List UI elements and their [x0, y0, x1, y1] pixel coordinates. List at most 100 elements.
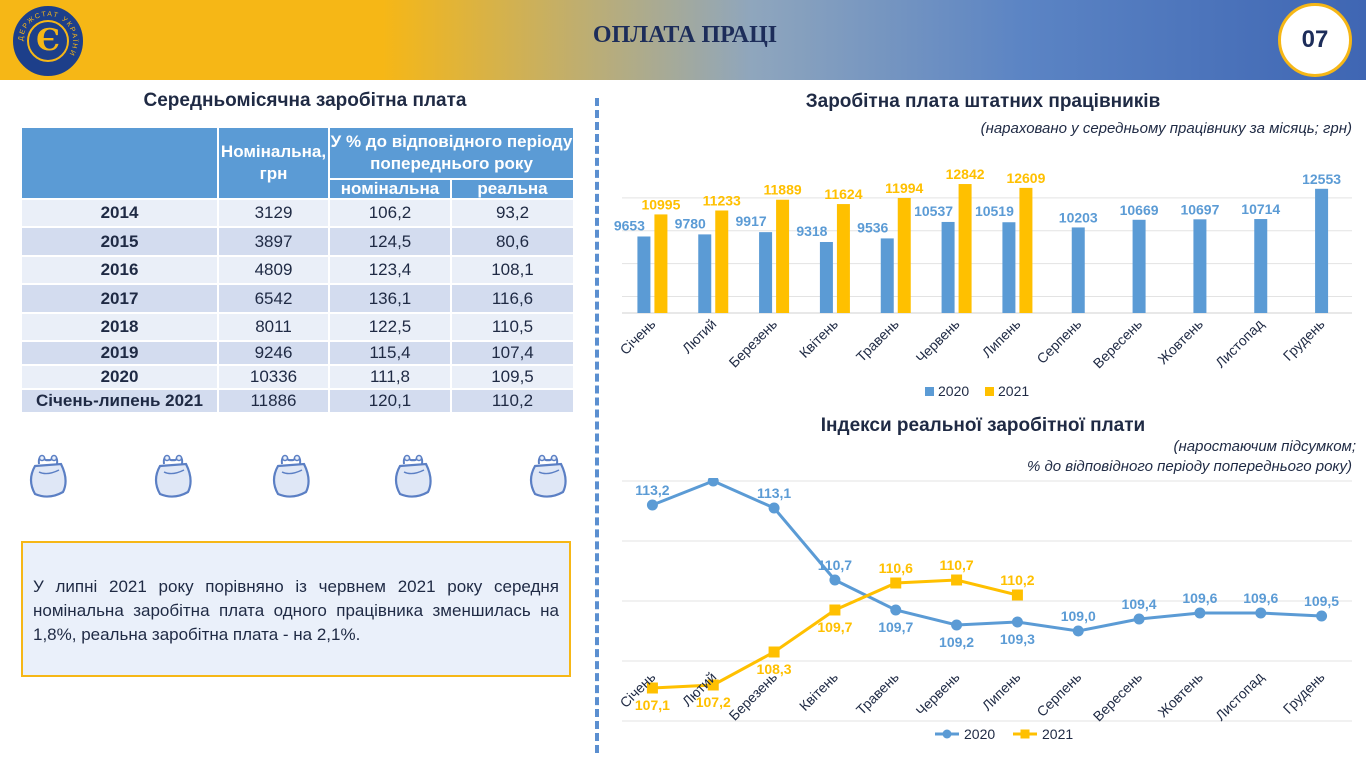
table-row: 2017 6542 136,1 116,6 [20, 283, 575, 314]
cell-pct-real: 107,4 [450, 340, 575, 366]
line-data-label: 107,2 [696, 694, 731, 710]
bar-chart-title: Заробітна плата штатних працівників [805, 91, 1161, 112]
cell-nominal: 11886 [217, 388, 330, 414]
bar-category-label: Лютий [679, 316, 720, 357]
bar-category-label: Травень [853, 316, 902, 365]
bar-2020 [1002, 222, 1016, 313]
cell-pct-nominal: 136,1 [328, 283, 452, 314]
bar-data-label: 12842 [946, 166, 985, 182]
cell-pct-real: 80,6 [450, 226, 575, 257]
line-point-2021 [707, 679, 719, 691]
bar-data-label: 10203 [1059, 209, 1098, 225]
cell-period: Січень-липень 2021 [20, 388, 219, 414]
cell-pct-nominal: 122,5 [328, 312, 452, 342]
cell-nominal: 9246 [217, 340, 330, 366]
line-data-label: 110,7 [818, 557, 852, 573]
page-title: ОПЛАТА ПРАЦІ [592, 22, 778, 48]
bar-2020 [941, 221, 955, 313]
cell-pct-real: 108,1 [450, 255, 575, 285]
line-data-label: 109,6 [1182, 590, 1217, 606]
bar-2020 [1193, 219, 1207, 313]
table-header-period [20, 126, 219, 200]
cell-period: 2016 [20, 255, 219, 285]
bar-data-label: 10519 [975, 203, 1014, 219]
line-point-2020 [646, 499, 658, 511]
bar-data-label: 9536 [857, 219, 888, 235]
cell-nominal: 10336 [217, 364, 330, 390]
line-point-2021 [951, 574, 963, 586]
line-legend-marker [1020, 729, 1030, 739]
bar-category-label: Липень [979, 316, 1024, 361]
line-category-label: Травень [853, 669, 902, 718]
table-row: 2015 3897 124,5 80,6 [20, 226, 575, 257]
cell-pct-nominal: 106,2 [328, 198, 452, 228]
line-category-label: Листопад [1212, 669, 1267, 724]
line-point-2021 [768, 646, 780, 658]
cell-period: 2015 [20, 226, 219, 257]
line-chart: 113,2114,0113,1110,7109,7109,2109,3109,0… [617, 478, 1352, 742]
table-subheader-nominal: номінальна [328, 178, 452, 200]
line-legend-marker [942, 729, 952, 739]
line-category-label: Березень [726, 669, 781, 724]
table-title: Середньомісячна заробітна плата [143, 90, 467, 111]
line-data-label: 109,4 [1122, 596, 1157, 612]
bar-legend-swatch [985, 387, 994, 396]
line-legend-label: 2020 [964, 726, 995, 742]
cell-pct-nominal: 115,4 [328, 340, 452, 366]
bar-data-label: 12553 [1302, 171, 1341, 187]
table-subheader-real: реальна [450, 178, 575, 200]
line-point-2020 [829, 574, 841, 586]
summary-note: У липні 2021 року порівняно із червнем 2… [21, 541, 571, 677]
wages-table: Номінальна, грн У % до відповідного пері… [20, 126, 575, 414]
table-row: 2014 3129 106,2 93,2 [20, 198, 575, 228]
line-chart-title: Індекси реальної заробітної плати [820, 415, 1146, 436]
cell-pct-real: 109,5 [450, 364, 575, 390]
line-point-2020 [768, 502, 780, 514]
bar-data-label: 10714 [1241, 201, 1280, 217]
line-category-label: Липень [979, 669, 1024, 714]
bar-data-label: 12609 [1006, 170, 1045, 186]
bar-data-label: 9318 [796, 223, 827, 239]
cell-nominal: 4809 [217, 255, 330, 285]
line-data-label: 109,7 [817, 619, 852, 635]
cell-pct-nominal: 111,8 [328, 364, 452, 390]
bar-legend-label: 2021 [998, 383, 1029, 399]
bar-data-label: 10537 [914, 203, 953, 219]
line-data-label: 109,5 [1304, 593, 1339, 609]
line-category-label: Грудень [1280, 669, 1328, 717]
bar-category-label: Квітень [796, 316, 841, 361]
bar-data-label: 11624 [824, 186, 862, 202]
bar-2021 [958, 184, 972, 313]
bar-data-label: 9917 [736, 213, 767, 229]
bar-data-label: 9653 [614, 217, 645, 233]
cell-nominal: 8011 [217, 312, 330, 342]
cell-pct-nominal: 124,5 [328, 226, 452, 257]
line-point-2020 [1194, 607, 1206, 619]
line-point-2021 [1011, 589, 1023, 601]
table-row: 2016 4809 123,4 108,1 [20, 255, 575, 285]
summary-note-text: У липні 2021 року порівняно із червнем 2… [33, 577, 559, 644]
bar-data-label: 10669 [1120, 202, 1159, 218]
purse-icon [525, 452, 571, 500]
cell-period: 2020 [20, 364, 219, 390]
line-chart-subtitle-2: % до відповідного періоду попереднього р… [1026, 458, 1352, 475]
line-data-label: 110,2 [1000, 572, 1034, 588]
bar-category-label: Серпень [1033, 316, 1084, 367]
bar-2020 [637, 236, 651, 313]
bar-2020 [880, 238, 894, 313]
purse-icon [268, 452, 314, 500]
bar-2020 [698, 234, 712, 313]
bar-category-label: Червень [913, 316, 963, 366]
line-point-2021 [646, 682, 658, 694]
cell-period: 2018 [20, 312, 219, 342]
line-category-label: Серпень [1033, 669, 1084, 720]
bar-category-label: Листопад [1212, 316, 1267, 371]
bar-2021 [715, 210, 729, 313]
bar-2021 [776, 199, 790, 313]
line-data-label: 108,3 [757, 661, 792, 677]
line-chart-subtitle-1: (наростаючим підсумком; [1173, 438, 1356, 455]
bar-data-label: 10697 [1180, 201, 1219, 217]
line-category-label: Квітень [796, 669, 841, 714]
line-point-2020 [1011, 616, 1023, 628]
bar-2020 [759, 232, 773, 313]
